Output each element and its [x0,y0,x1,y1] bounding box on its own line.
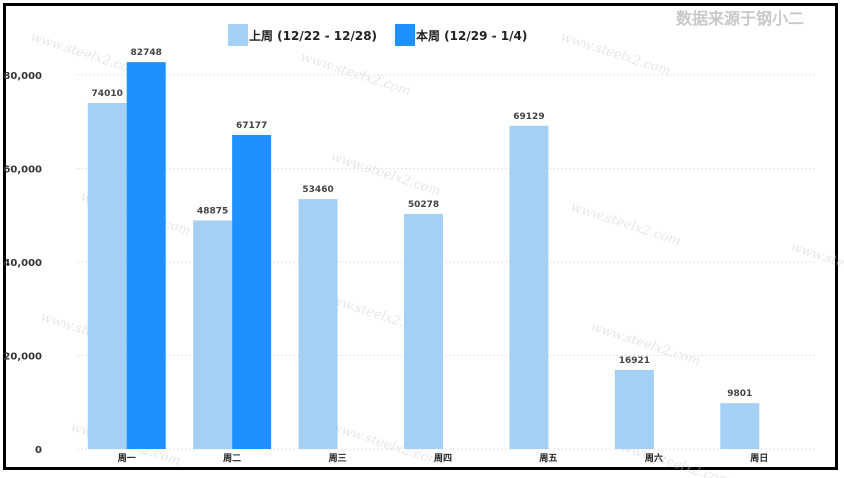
y-tick-label: 60,000 [3,165,42,176]
site-watermark: www.steelx2.com [789,240,844,290]
y-tick-label: 40,000 [3,258,42,269]
x-tick-label: 周日 [750,453,768,464]
legend-label[interactable]: 上周 (12/22 - 12/28) [249,28,377,43]
y-tick-label: 0 [35,445,42,456]
site-watermark: www.steelx2.com [559,30,673,80]
bar[interactable] [87,103,127,450]
data-source-watermark: 数据来源于钢小二 [676,9,804,28]
x-tick-label: 周五 [539,453,557,464]
y-tick-label: 20,000 [3,352,42,363]
site-watermark: www.steelx2.com [299,50,413,100]
data-label: 50278 [408,200,439,210]
legend-swatch[interactable] [395,24,415,46]
x-tick-label: 周四 [434,453,452,464]
site-watermark: www.steelx2.com [329,150,443,200]
bar[interactable] [126,62,166,449]
x-tick-label: 周一 [118,453,136,464]
bar[interactable] [298,199,338,449]
bar[interactable] [232,134,272,450]
legend-label[interactable]: 本周 (12/29 - 1/4) [416,28,527,43]
data-label: 74010 [92,89,123,99]
data-label: 16921 [619,356,650,366]
data-label: 82748 [131,48,162,58]
site-watermark: www.steelx2.com [569,200,683,250]
data-label: 53460 [302,185,333,195]
x-tick-label: 周二 [223,453,241,464]
bar[interactable] [720,403,760,449]
x-tick-label: 周三 [329,453,347,464]
bar[interactable] [509,125,549,449]
y-tick-label: 80,000 [3,71,42,82]
x-tick-label: 周六 [645,452,663,464]
data-label: 9801 [727,389,752,399]
data-label: 48875 [197,207,228,217]
bar[interactable] [193,220,233,449]
legend-swatch[interactable] [228,24,248,46]
site-watermark: www.steelx2.com [29,30,143,80]
bar[interactable] [404,213,443,449]
bar[interactable] [614,369,654,449]
data-label: 69129 [513,112,544,122]
data-label: 67177 [236,121,267,131]
